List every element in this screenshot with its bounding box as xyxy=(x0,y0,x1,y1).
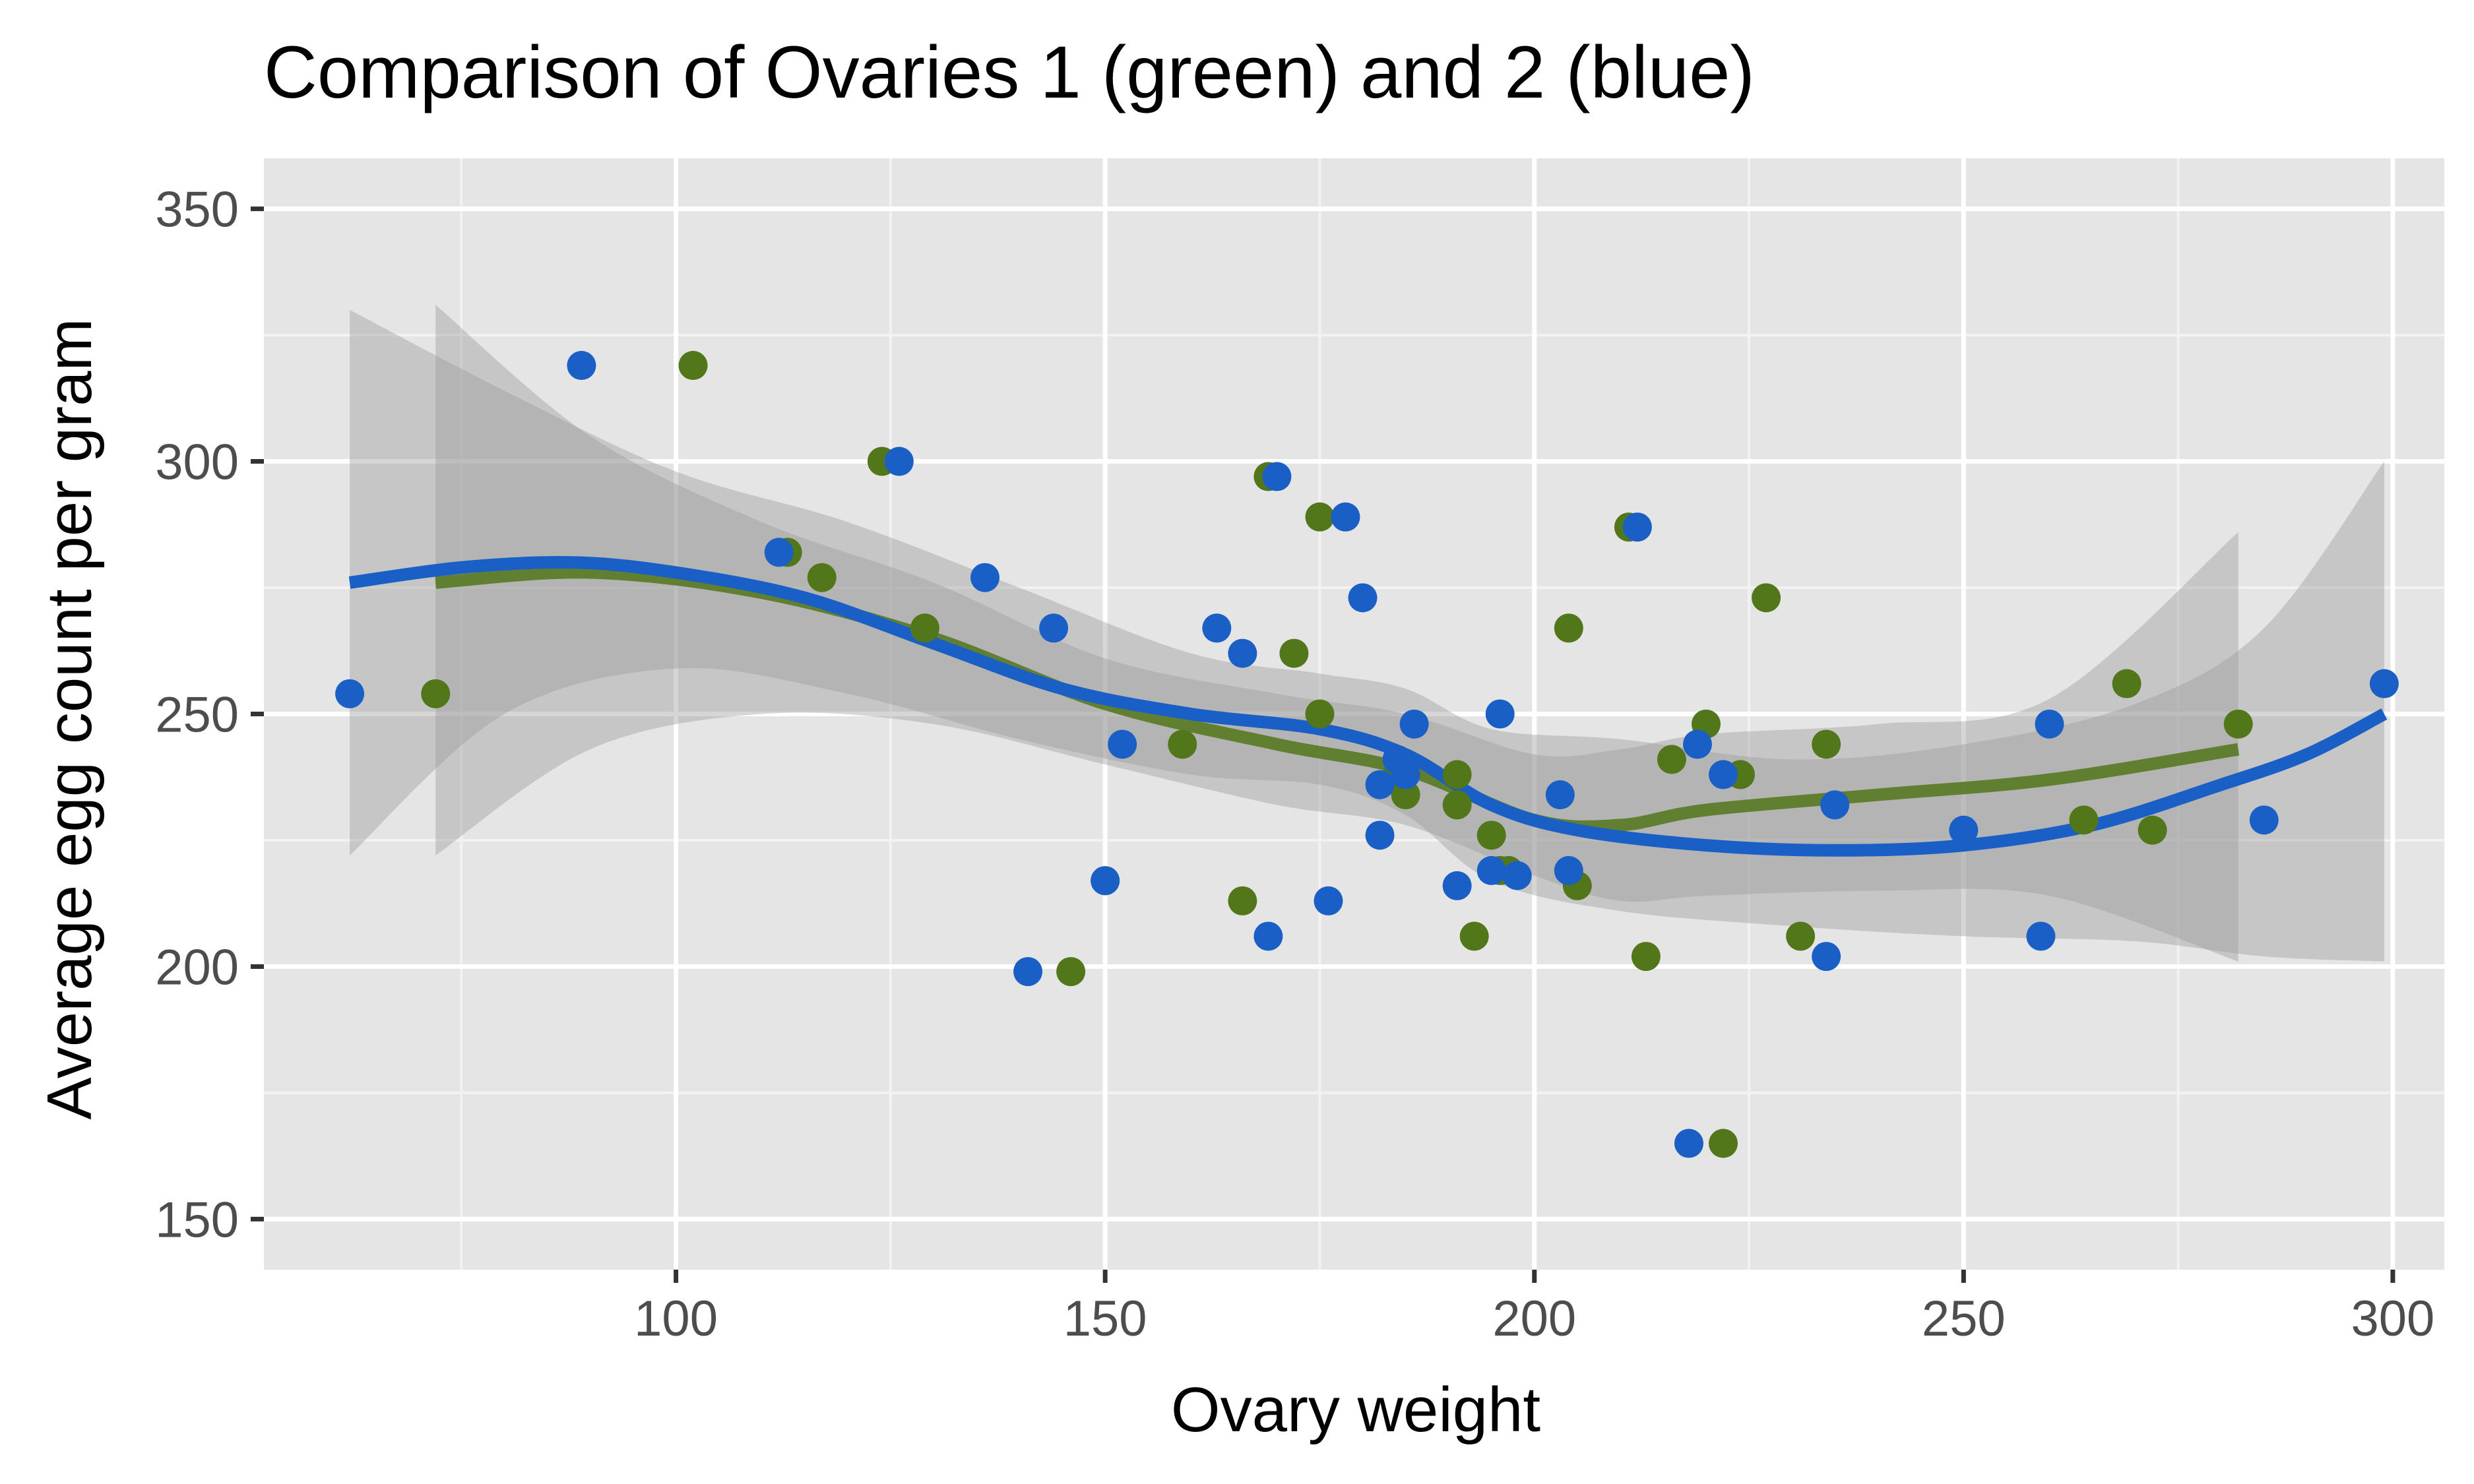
y-tick-label: 200 xyxy=(155,939,239,995)
ovary2-point xyxy=(1399,709,1429,739)
ovary1-point xyxy=(1812,729,1841,759)
ovary1-point xyxy=(421,679,451,708)
ovary2-point xyxy=(1485,699,1515,729)
ovary1-point xyxy=(1709,1128,1738,1158)
ovary2-point xyxy=(1545,780,1575,810)
ovary1-point xyxy=(1056,957,1086,987)
ovary2-point xyxy=(1622,512,1652,542)
ovary1-point xyxy=(1657,745,1686,774)
ovary2-point xyxy=(1262,462,1292,491)
ovary1-point xyxy=(1786,921,1816,951)
x-tick-label: 150 xyxy=(1063,1291,1147,1347)
ovary1-point xyxy=(1554,613,1583,643)
ovary2-point xyxy=(1820,790,1850,820)
major-gridlines xyxy=(264,158,2444,1270)
ovary2-point xyxy=(1202,613,1232,643)
x-tick-label: 250 xyxy=(1922,1291,2006,1347)
ovary2-point xyxy=(1365,820,1395,850)
ovary1-point xyxy=(1391,780,1420,810)
y-tick-label: 300 xyxy=(155,435,239,491)
ovary1-point xyxy=(807,563,837,592)
ovary2-point xyxy=(1949,815,1979,845)
ovary1-point xyxy=(910,613,939,643)
ovary1-point xyxy=(1305,699,1335,729)
ovary2-point xyxy=(1391,760,1420,789)
ovary1-point xyxy=(1752,583,1781,613)
ovary2-point xyxy=(1348,583,1378,613)
ovary1-point xyxy=(2223,709,2253,739)
ovary2-point xyxy=(1365,770,1395,799)
y-tick-label: 250 xyxy=(155,687,239,743)
x-tick-label: 200 xyxy=(1492,1291,1576,1347)
y-tick-label: 150 xyxy=(155,1192,239,1248)
x-axis-title: Ovary weight xyxy=(1171,1375,1540,1445)
ovary2-point xyxy=(2035,709,2064,739)
ovary2-point xyxy=(1674,1128,1703,1158)
ovary2-point xyxy=(764,538,794,567)
ovary2-point xyxy=(1253,921,1283,951)
ovary1-point xyxy=(2112,669,2141,698)
ovary1-point xyxy=(1442,790,1472,820)
ovary2-point xyxy=(1039,613,1069,643)
ovary1-point xyxy=(1168,729,1197,759)
ovary2-point xyxy=(1709,760,1738,789)
ovary2-point xyxy=(1091,866,1120,896)
ovary1-point xyxy=(678,351,708,381)
ovary2-point xyxy=(1682,729,1712,759)
ovary1-point xyxy=(1631,942,1661,972)
chart-title: Comparison of Ovaries 1 (green) and 2 (b… xyxy=(264,31,1755,113)
tick-labels: 100 150 200 250 300 150 200 250 300 350 xyxy=(155,182,2434,1347)
ovary2-point xyxy=(2369,669,2399,698)
ovary1-point xyxy=(2138,815,2167,845)
ovary1-point xyxy=(1279,638,1309,668)
ovary2-point xyxy=(1554,855,1583,885)
ovary2-point xyxy=(884,447,914,476)
ovary2-point xyxy=(2249,805,2279,835)
data-points xyxy=(335,351,2399,1158)
ovary2-point xyxy=(1013,957,1043,987)
y-axis-title: Average egg count per gram xyxy=(34,319,105,1120)
ovary2-point xyxy=(1331,502,1360,532)
ovary1-point xyxy=(1459,921,1489,951)
ovary2-point xyxy=(1314,886,1343,915)
y-tick-label: 350 xyxy=(155,182,239,238)
ovary2-point xyxy=(1108,729,1137,759)
ovary1-point xyxy=(1228,886,1257,915)
ovary2-point xyxy=(1228,638,1257,668)
ovary2-point xyxy=(970,563,999,592)
ovary2-point xyxy=(335,679,365,708)
ovary1-point xyxy=(1476,820,1506,850)
ovary2-point xyxy=(1502,861,1532,890)
ovary1-point xyxy=(2069,805,2099,835)
x-tick-label: 100 xyxy=(634,1291,718,1347)
ovary1-point xyxy=(1442,760,1472,789)
ovary2-point xyxy=(1476,855,1506,885)
ovary1-point xyxy=(1305,502,1335,532)
ovary2-point xyxy=(1442,871,1472,900)
ovary2-point xyxy=(1812,942,1841,972)
ovary2-point xyxy=(567,351,596,381)
axis-ticks xyxy=(251,206,2395,1283)
x-tick-label: 300 xyxy=(2351,1291,2435,1347)
ovary2-point xyxy=(2026,921,2056,951)
